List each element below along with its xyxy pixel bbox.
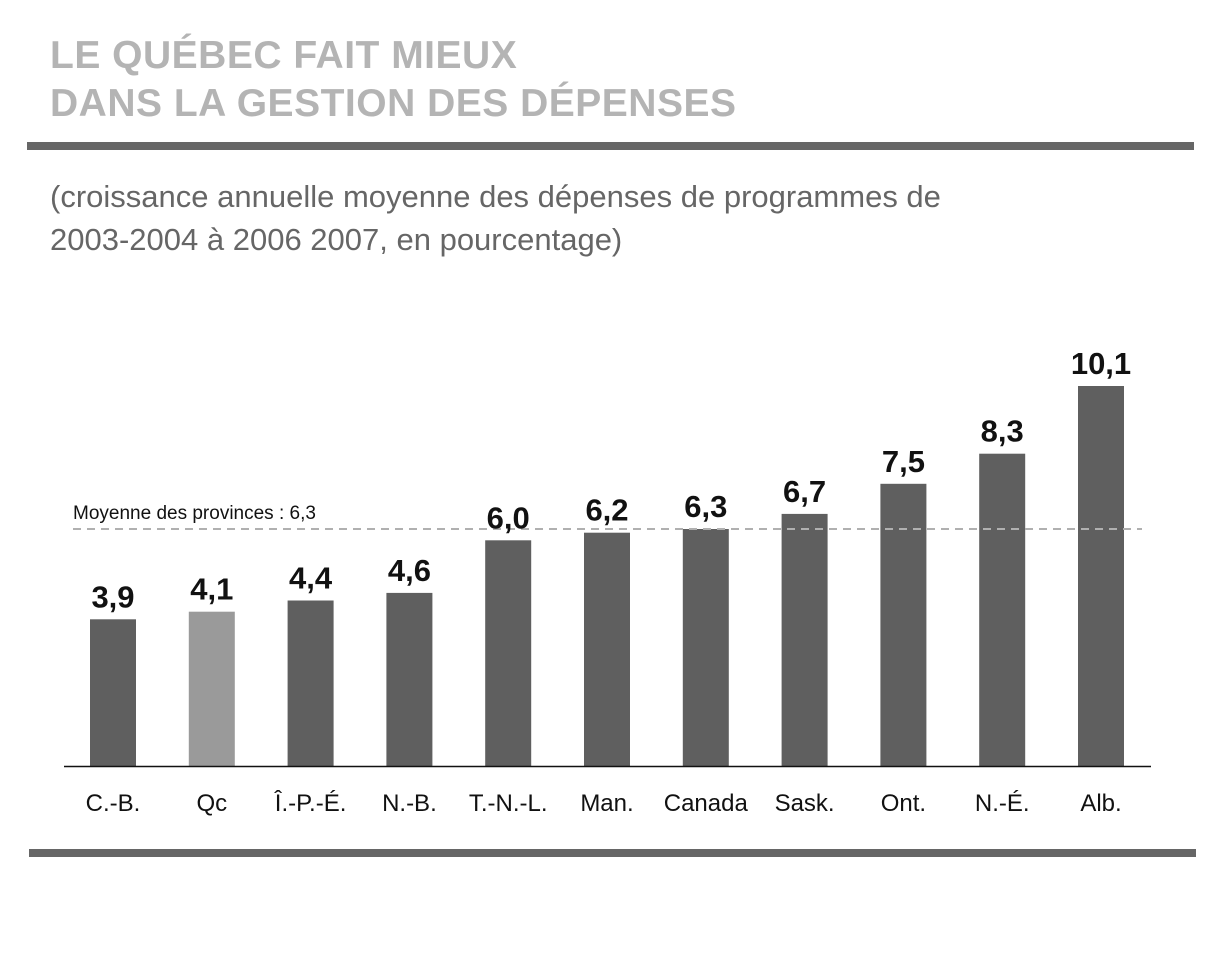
- bar-value-label: 6,7: [783, 474, 826, 509]
- category-label: Canada: [664, 790, 749, 817]
- bar: [1078, 386, 1124, 766]
- bar: [287, 600, 334, 766]
- bar-value-label: 6,3: [684, 489, 727, 524]
- bar: [188, 611, 235, 766]
- category-label: Alb.: [1080, 790, 1121, 817]
- bar: [485, 540, 532, 766]
- bar: [386, 592, 433, 766]
- bar: [584, 532, 630, 766]
- bar: [979, 453, 1026, 766]
- bar-value-label: 3,9: [91, 579, 134, 614]
- chart-subtitle: (croissance annuelle moyenne des dépense…: [50, 175, 1160, 261]
- bar-value-label: 10,1: [1071, 346, 1131, 381]
- bar-value-label: 7,5: [882, 444, 925, 479]
- bar: [880, 483, 927, 766]
- bottom-divider: [29, 849, 1196, 857]
- category-label: N.-É.: [975, 790, 1030, 817]
- category-label: Man.: [580, 790, 633, 817]
- category-label: Sask.: [775, 790, 835, 817]
- value-labels-group: 3,9 4,1 4,4 4,6 6,0 6,2 6,3 6,7 7,5 8,3 10,1: [91, 346, 1131, 614]
- category-labels-group: C.-B. Qc Î.-P.-É. N.-B. T.-N.-L. Man. Canada Sa…: [86, 790, 1122, 817]
- category-label: Î.-P.-É.: [274, 790, 347, 817]
- bar-value-label: 4,6: [388, 553, 431, 588]
- title-line-1: LE QUÉBEC FAIT MIEUX: [50, 34, 518, 77]
- category-label: C.-B.: [86, 790, 141, 817]
- bar: [90, 619, 136, 766]
- top-divider: [27, 142, 1194, 150]
- category-label: T.-N.-L.: [469, 790, 548, 817]
- average-reference-label: Moyenne des provinces : 6,3: [73, 503, 316, 524]
- bar-value-label: 4,4: [289, 561, 333, 596]
- subtitle-line-1: (croissance annuelle moyenne des dépense…: [50, 179, 941, 214]
- bar: [781, 513, 828, 766]
- title-line-2: DANS LA GESTION DES DÉPENSES: [50, 82, 737, 125]
- bar-value-label: 6,0: [487, 500, 530, 535]
- bar: [682, 529, 729, 766]
- bar-value-label: 8,3: [981, 414, 1024, 449]
- bars-group: [90, 386, 1124, 766]
- category-label: Qc: [196, 790, 227, 817]
- subtitle-line-2: 2003-2004 à 2006 2007, en pourcentage): [50, 222, 623, 257]
- category-label: N.-B.: [382, 790, 437, 817]
- bar-value-label: 4,1: [190, 572, 233, 607]
- chart-title: LE QUÉBEC FAIT MIEUX DANS LA GESTION DES…: [50, 32, 737, 128]
- bar-value-label: 6,2: [585, 493, 628, 528]
- category-label: Ont.: [881, 790, 926, 817]
